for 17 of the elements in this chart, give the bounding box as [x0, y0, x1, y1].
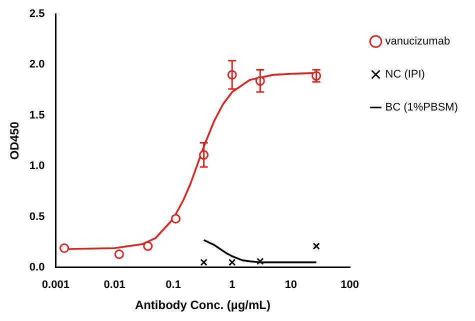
y-axis-title: OD450 [8, 121, 22, 160]
y-tick-label: 1.0 [29, 160, 45, 172]
y-tick-label: 0.5 [29, 210, 45, 223]
x-tick-label: 0.01 [104, 279, 126, 292]
legend-label: NC (IPI) [385, 68, 425, 81]
x-tick-label: 0.001 [42, 279, 70, 292]
legend-label: BC (1%PBSM) [385, 102, 458, 114]
y-tick-label: 1.5 [29, 109, 45, 122]
x-axis-title: Antibody Conc. (µg/mL) [134, 298, 271, 312]
x-tick-label: 1 [229, 279, 236, 292]
x-tick-label: 10 [284, 279, 298, 292]
y-tick-label: 2.0 [29, 58, 45, 71]
y-tick-label: 0.0 [29, 261, 45, 274]
legend-label: vanucizumab [385, 36, 450, 48]
x-tick-label: 0.1 [166, 279, 181, 292]
x-tick-label: 100 [340, 279, 359, 292]
y-tick-label: 2.5 [29, 8, 45, 20]
